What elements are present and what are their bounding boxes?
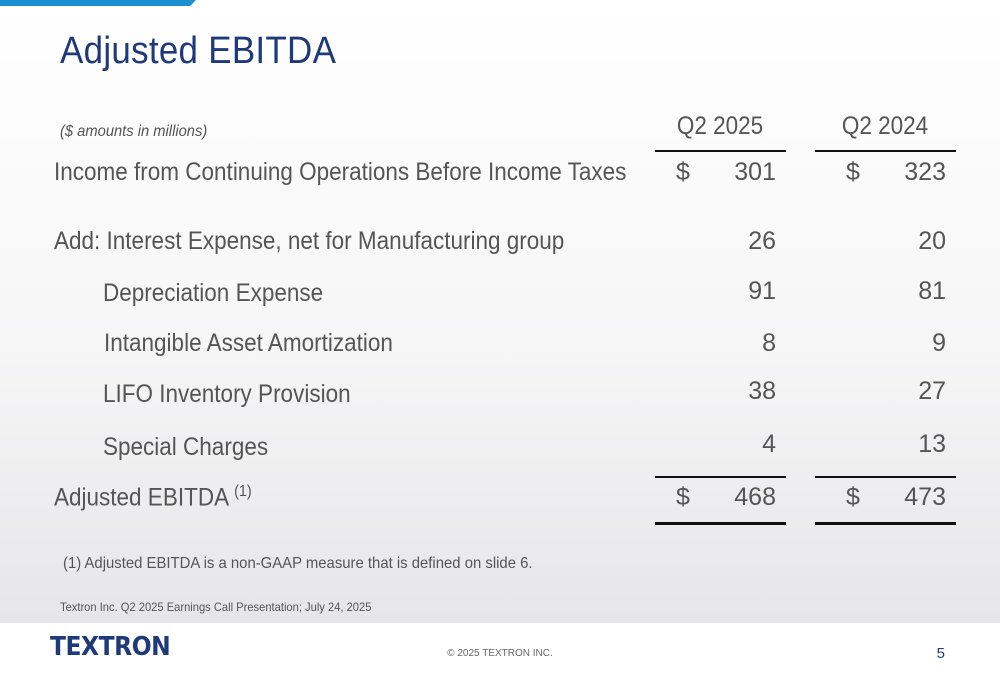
total-label-text: Adjusted EBITDA [54, 483, 228, 512]
footnote-marker: (1) [234, 483, 252, 500]
value-q2-2024: 27 [918, 377, 946, 405]
total-rule-2 [815, 522, 956, 525]
textron-logo: TEXTRON [50, 632, 171, 662]
footnote: (1) Adjusted EBITDA is a non-GAAP measur… [63, 555, 533, 572]
currency-symbol: $ [676, 158, 690, 186]
value-q2-2025: 8 [762, 329, 776, 357]
source-line: Textron Inc. Q2 2025 Earnings Call Prese… [60, 600, 372, 614]
row-label-adjusted-ebitda: Adjusted EBITDA (1) [54, 483, 252, 512]
column-header-q2-2025: Q2 2025 [676, 112, 764, 140]
row-label-income-before-taxes: Income from Continuing Operations Before… [54, 158, 627, 186]
value-q2-2025: 26 [748, 227, 776, 255]
header-rule-2 [815, 150, 956, 152]
header-rule-1 [655, 150, 786, 152]
units-note: ($ amounts in millions) [60, 123, 208, 140]
value-q2-2025: 301 [734, 158, 776, 186]
value-q2-2024: 20 [918, 227, 946, 255]
value-q2-2025: 91 [748, 277, 776, 305]
value-q2-2024: 13 [918, 430, 946, 458]
value-q2-2024: 323 [904, 158, 946, 186]
slide-title: Adjusted EBITDA [60, 30, 337, 72]
value-q2-2025: 38 [748, 377, 776, 405]
value-q2-2025: 4 [762, 430, 776, 458]
page-number: 5 [936, 645, 945, 662]
row-label-special-charges: Special Charges [103, 433, 269, 461]
column-header-q2-2024: Q2 2024 [841, 112, 929, 140]
currency-symbol: $ [846, 483, 860, 511]
total-q2-2025: 468 [734, 483, 776, 511]
footer [0, 623, 1000, 685]
row-label-lifo-provision: LIFO Inventory Provision [103, 380, 351, 408]
row-label-intangible-amortization: Intangible Asset Amortization [104, 329, 393, 357]
value-q2-2024: 9 [932, 329, 946, 357]
currency-symbol: $ [846, 158, 860, 186]
slide: Adjusted EBITDA ($ amounts in millions) … [0, 0, 1000, 623]
currency-symbol: $ [676, 483, 690, 511]
copyright: © 2025 TEXTRON INC. [447, 648, 553, 659]
value-q2-2024: 81 [918, 277, 946, 305]
subtotal-rule-1 [655, 476, 786, 478]
accent-bar [0, 0, 196, 6]
row-label-depreciation: Depreciation Expense [103, 279, 324, 307]
total-q2-2024: 473 [904, 483, 946, 511]
total-rule-1 [655, 522, 786, 525]
row-label-interest-expense: Add: Interest Expense, net for Manufactu… [54, 227, 565, 255]
subtotal-rule-2 [815, 476, 956, 478]
